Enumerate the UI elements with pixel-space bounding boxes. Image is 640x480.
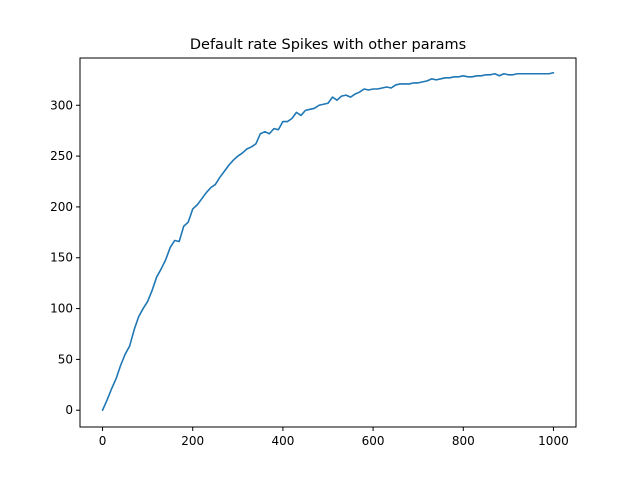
y-tick-label: 50 [58,352,73,366]
x-tick-label: 0 [99,434,107,448]
x-tick-label: 1000 [538,434,569,448]
x-tick-label: 400 [271,434,294,448]
y-tick-label: 300 [50,98,73,112]
y-tick-label: 200 [50,200,73,214]
y-tick-label: 100 [50,302,73,316]
chart-title: Default rate Spikes with other params [190,37,466,53]
x-tick-label: 600 [362,434,385,448]
y-tick-label: 150 [50,251,73,265]
y-tick-label: 0 [65,403,73,417]
series-line-0 [101,71,555,412]
y-tick-label: 250 [50,149,73,163]
x-tick-label: 200 [181,434,204,448]
axes-frame [79,57,577,428]
plot-area: 0 200 400 600 800 1000 0 50 100 150 200 250 300 [50,57,577,448]
x-tick-label: 800 [452,434,475,448]
